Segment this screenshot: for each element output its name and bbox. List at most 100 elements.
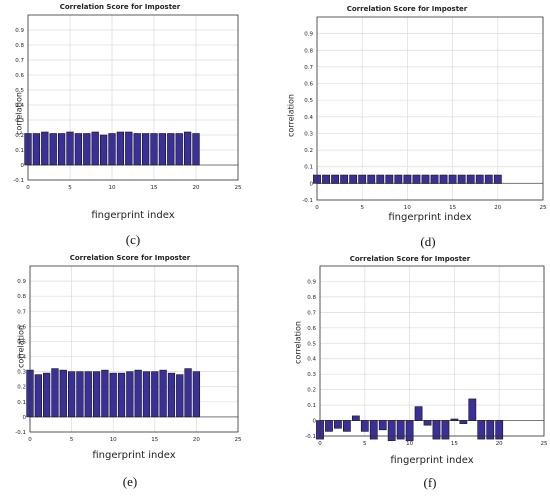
bar [325,420,333,432]
bar [351,415,360,421]
bar [360,420,369,432]
x-tick-label: 10 [109,185,116,191]
y-tick-label: 0.1 [307,403,316,409]
panel-caption: (f) [423,475,437,490]
bar [116,131,125,166]
x-tick-label: 25 [235,437,242,443]
bar [51,368,59,418]
bar [32,133,41,166]
bar [394,174,403,184]
y-tick-label: 0.4 [15,103,24,109]
bar [74,133,83,166]
y-tick-label: 0.2 [307,388,316,394]
y-tick-label: 0.3 [307,372,316,378]
x-axis-label: fingerprint index [388,212,472,223]
bar [486,420,495,440]
bar [91,131,99,166]
y-tick-label: 0.7 [15,58,24,64]
bar [376,174,385,184]
bar [342,420,351,432]
y-tick-label: -0.1 [13,178,24,184]
y-tick-label: 0.5 [307,341,316,347]
y-tick-label: 0.4 [304,115,313,121]
plot-area: 0 5 10 15 20 25-0.100.10.20.30.40.50.60.70.80… [305,265,548,447]
x-tick-label: 0 [315,205,319,210]
bar [34,374,42,418]
bar [403,174,412,184]
y-tick-label: 0.6 [15,73,24,79]
y-tick-label: 0.5 [17,339,26,345]
y-tick-label: 0.6 [17,324,26,330]
bar [167,133,175,166]
x-tick-label: 20 [193,437,200,443]
bar [331,174,339,184]
bar [83,133,91,166]
x-tick-label: 10 [404,205,411,210]
y-tick-label: 0.2 [15,133,24,139]
y-tick-label: 0.3 [304,131,313,137]
x-tick-label: 0 [318,441,322,447]
bar [358,174,367,184]
y-tick-label: 0.1 [17,400,26,406]
y-tick-label: 0 [313,419,317,425]
bar [387,420,396,441]
bar [159,369,167,418]
bar [340,174,349,184]
y-tick-label: 0.2 [17,385,26,391]
x-tick-label: 25 [540,205,547,210]
bar [101,369,109,418]
x-tick-label: 5 [360,205,364,210]
bar [92,371,101,418]
plot-area: 0 5 10 15 20 25-0.100.10.20.30.40.50.60.70.80… [15,265,242,443]
y-tick-label: 0.3 [17,370,26,376]
x-tick-label: 0 [28,437,32,443]
y-tick-label: 0.2 [304,148,313,154]
y-tick-label: 0.9 [15,28,24,34]
x-axis-label: fingerprint index [91,210,175,221]
bar [477,420,486,440]
bar [450,418,459,421]
bar [158,133,167,166]
y-tick-label: 0.1 [15,148,24,154]
y-tick-label: 0.7 [307,310,316,316]
bar [134,369,142,418]
bar [430,174,439,184]
x-tick-label: 25 [541,441,548,447]
bar [108,133,116,166]
bar [423,420,432,426]
plot-area: 0 5 10 15 20 25-0.100.10.20.30.40.50.60.70.80… [302,16,547,210]
bar [412,174,421,184]
y-tick-label: -0.1 [15,430,26,436]
y-tick-label: 0.5 [15,88,24,94]
y-tick-label: 0 [310,181,314,187]
bar [192,133,200,166]
y-tick-label: 0.4 [17,355,26,361]
bar [150,133,158,166]
y-tick-label: 0 [23,415,27,421]
x-tick-label: 15 [451,441,458,447]
x-tick-label: 20 [193,185,200,191]
y-tick-label: 0.5 [304,98,313,104]
panel-caption: (d) [420,234,436,249]
x-tick-label: 0 [26,185,30,191]
bar [142,371,151,418]
bar [133,133,141,166]
x-tick-label: 20 [494,205,501,210]
bar [192,371,201,418]
bar [396,420,405,440]
x-tick-label: 25 [235,185,242,191]
bar [125,131,133,166]
x-axis-label: fingerprint index [92,450,176,461]
bar [141,133,150,166]
panel-caption: (e) [122,474,138,489]
bar [175,133,183,166]
bar [41,131,49,166]
bar [57,133,66,166]
y-tick-label: 0.6 [304,82,313,88]
bar [459,420,468,424]
chart-title: Correlation Score for Imposter [69,254,191,262]
bar [322,174,330,184]
bar [468,398,477,421]
y-tick-label: 0.9 [304,32,313,38]
chart-title: Correlation Score for Imposter [59,3,181,11]
